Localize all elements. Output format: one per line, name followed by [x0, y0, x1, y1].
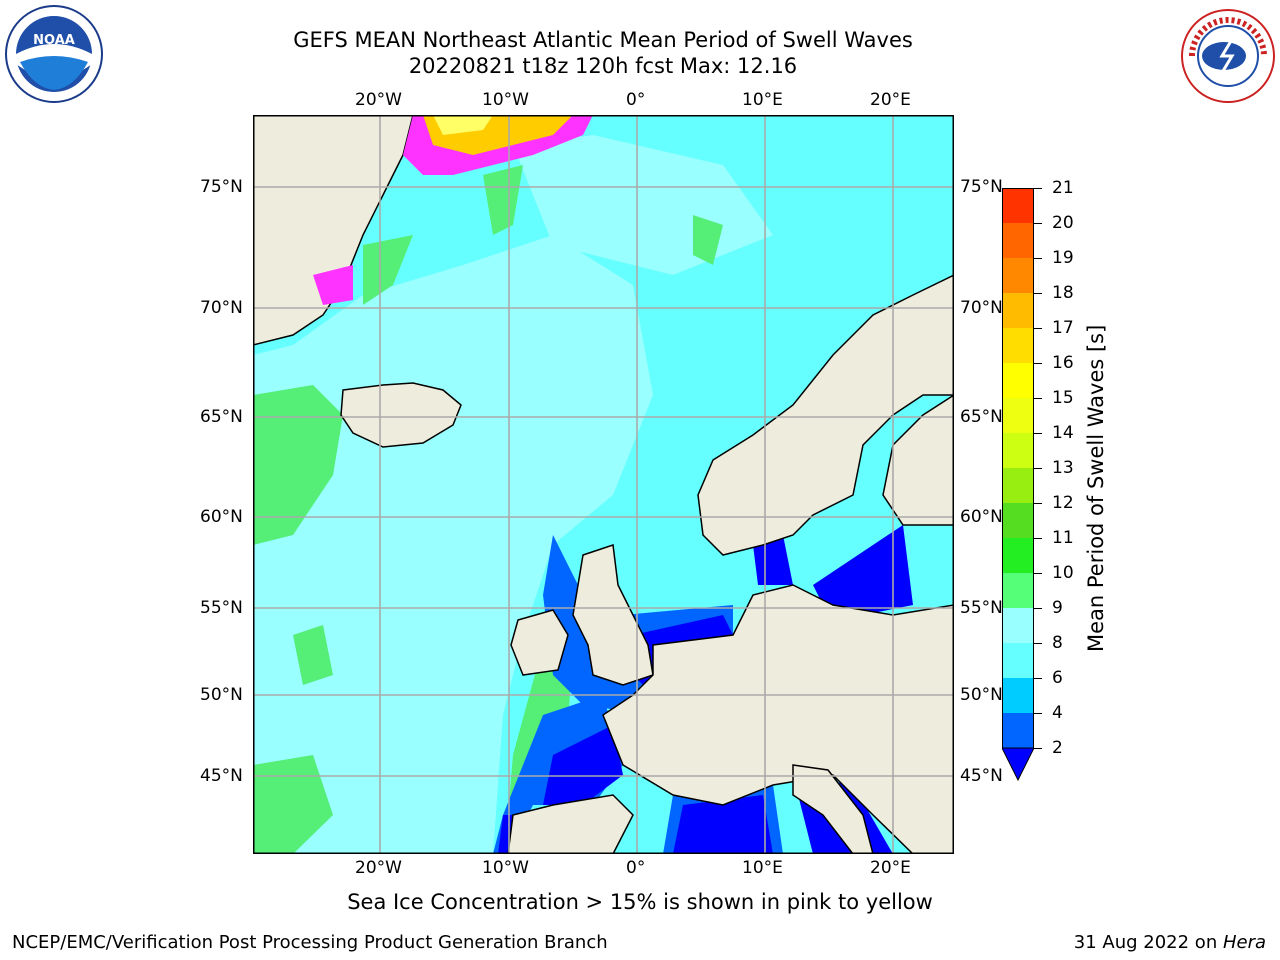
- lon-tick-top: 20°W: [355, 90, 402, 110]
- colorbar-tick-label: 15: [1052, 388, 1074, 408]
- lon-tick-bottom: 10°W: [482, 858, 529, 878]
- colorbar-tick-mark: [1034, 468, 1042, 469]
- lon-tick-bottom: 20°E: [870, 858, 911, 878]
- colorbar-tick-mark: [1034, 398, 1042, 399]
- lat-tick-right: 65°N: [960, 407, 1003, 427]
- lat-tick-left: 45°N: [200, 766, 243, 786]
- nws-logo: [1180, 8, 1276, 104]
- colorbar-segment: [1002, 573, 1034, 608]
- colorbar: [1001, 188, 1035, 782]
- lon-tick-top: 10°W: [482, 90, 529, 110]
- chart-title: GEFS MEAN Northeast Atlantic Mean Period…: [293, 28, 913, 52]
- colorbar-tick-mark: [1034, 748, 1042, 749]
- colorbar-tick-mark: [1034, 538, 1042, 539]
- lat-tick-left: 75°N: [200, 177, 243, 197]
- colorbar-tick-mark: [1034, 608, 1042, 609]
- lon-tick-top: 20°E: [870, 90, 911, 110]
- colorbar-tick-mark: [1034, 223, 1042, 224]
- colorbar-tick-mark: [1034, 713, 1042, 714]
- colorbar-tick-mark: [1034, 433, 1042, 434]
- colorbar-segment: [1002, 363, 1034, 398]
- noaa-logo: NOAA: [4, 4, 104, 104]
- lat-tick-right: 45°N: [960, 766, 1003, 786]
- colorbar-extend-arrow: [1001, 747, 1035, 782]
- footer-machine: Hera: [1222, 932, 1266, 953]
- colorbar-tick-mark: [1034, 678, 1042, 679]
- colorbar-tick-label: 2: [1052, 738, 1063, 758]
- colorbar-tick-mark: [1034, 328, 1042, 329]
- colorbar-tick-label: 11: [1052, 528, 1074, 548]
- caption: Sea Ice Concentration > 15% is shown in …: [347, 890, 933, 914]
- colorbar-tick-mark: [1034, 503, 1042, 504]
- colorbar-segment: [1002, 643, 1034, 678]
- colorbar-segment: [1002, 608, 1034, 643]
- lon-tick-bottom: 0°: [626, 858, 646, 878]
- colorbar-tick-mark: [1034, 363, 1042, 364]
- colorbar-tick-label: 19: [1052, 248, 1074, 268]
- lon-tick-top: 0°: [626, 90, 646, 110]
- colorbar-tick-label: 4: [1052, 703, 1063, 723]
- colorbar-tick-label: 17: [1052, 318, 1074, 338]
- colorbar-segment: [1002, 328, 1034, 363]
- colorbar-segment: [1002, 503, 1034, 538]
- lon-tick-bottom: 10°E: [742, 858, 783, 878]
- lat-tick-left: 70°N: [200, 298, 243, 318]
- lat-tick-left: 65°N: [200, 407, 243, 427]
- colorbar-tick-label: 12: [1052, 493, 1074, 513]
- colorbar-segment: [1002, 223, 1034, 258]
- colorbar-tick-label: 20: [1052, 213, 1074, 233]
- lat-tick-left: 55°N: [200, 598, 243, 618]
- colorbar-tick-label: 9: [1052, 598, 1063, 618]
- colorbar-segment: [1002, 433, 1034, 468]
- colorbar-tick-label: 14: [1052, 423, 1074, 443]
- colorbar-segment: [1002, 293, 1034, 328]
- colorbar-tick-mark: [1034, 643, 1042, 644]
- lat-tick-right: 50°N: [960, 685, 1003, 705]
- colorbar-tick-label: 18: [1052, 283, 1074, 303]
- colorbar-segment: [1002, 538, 1034, 573]
- lon-tick-top: 10°E: [742, 90, 783, 110]
- colorbar-tick-mark: [1034, 258, 1042, 259]
- colorbar-segment: [1002, 468, 1034, 503]
- lat-tick-right: 55°N: [960, 598, 1003, 618]
- colorbar-label: Mean Period of Swell Waves [s]: [1084, 324, 1108, 652]
- colorbar-tick-label: 10: [1052, 563, 1074, 583]
- colorbar-tick-label: 6: [1052, 668, 1063, 688]
- colorbar-segment: [1002, 713, 1034, 748]
- noaa-logo-text: NOAA: [33, 33, 75, 48]
- lat-tick-right: 75°N: [960, 177, 1003, 197]
- map-panel: [252, 114, 955, 855]
- footer-date-text: 31 Aug 2022 on: [1073, 932, 1223, 953]
- colorbar-segment: [1002, 258, 1034, 293]
- colorbar-segment: [1002, 678, 1034, 713]
- footer-credit: NCEP/EMC/Verification Post Processing Pr…: [12, 932, 608, 953]
- colorbar-tick-label: 8: [1052, 633, 1063, 653]
- colorbar-tick-label: 13: [1052, 458, 1074, 478]
- colorbar-tick-mark: [1034, 293, 1042, 294]
- colorbar-tick-mark: [1034, 188, 1042, 189]
- footer-date: 31 Aug 2022 on Hera: [1074, 932, 1266, 953]
- lon-tick-bottom: 20°W: [355, 858, 402, 878]
- colorbar-segment: [1002, 188, 1034, 223]
- lat-tick-right: 70°N: [960, 298, 1003, 318]
- chart-subtitle: 20220821 t18z 120h fcst Max: 12.16: [408, 54, 798, 78]
- colorbar-tick-label: 21: [1052, 178, 1074, 198]
- colorbar-segment: [1002, 398, 1034, 433]
- lat-tick-left: 50°N: [200, 685, 243, 705]
- lat-tick-left: 60°N: [200, 507, 243, 527]
- colorbar-tick-mark: [1034, 573, 1042, 574]
- lat-tick-right: 60°N: [960, 507, 1003, 527]
- colorbar-tick-label: 16: [1052, 353, 1074, 373]
